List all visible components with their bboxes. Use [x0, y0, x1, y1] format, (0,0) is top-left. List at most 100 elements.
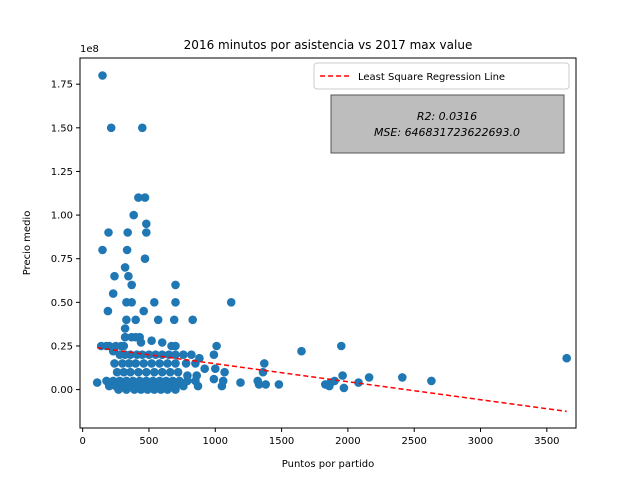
- y-axis-ticks: 0.00 0.25 0.50 0.75 1.00 1.25 1.50 1.75: [51, 80, 80, 396]
- scatter-point: [127, 280, 136, 290]
- scatter-point: [122, 385, 131, 394]
- scatter-point: [103, 306, 113, 316]
- scatter-point: [92, 378, 102, 387]
- scatter-point: [171, 298, 180, 307]
- scatter-point: [164, 350, 174, 360]
- scatter-point: [104, 381, 114, 391]
- scatter-point: [188, 315, 197, 325]
- x-tick-label: 3000: [468, 436, 493, 447]
- scatter-point: [138, 123, 147, 133]
- x-tick-label: 0: [79, 436, 85, 447]
- scatter-point: [124, 359, 134, 368]
- scatter-point: [120, 263, 130, 272]
- scatter-point: [147, 336, 156, 346]
- scatter-point: [119, 341, 129, 351]
- scatter-point: [157, 367, 167, 377]
- scatter-point: [104, 228, 113, 237]
- scatter-point: [142, 219, 151, 229]
- scatter-point: [124, 271, 133, 281]
- scatter-point: [139, 359, 148, 368]
- mse-text: MSE: 646831723622693.0: [374, 126, 520, 139]
- legend: Least Square Regression Line: [313, 62, 570, 90]
- scatter-point: [140, 193, 150, 202]
- scatter-point: [156, 385, 166, 394]
- scatter-point: [339, 383, 349, 393]
- legend-label: Least Square Regression Line: [358, 72, 505, 83]
- scatter-point: [122, 315, 131, 325]
- scatter-point: [171, 280, 180, 290]
- scatter-point: [165, 367, 175, 377]
- scatter-point: [260, 359, 269, 368]
- scatter-point: [110, 271, 119, 281]
- scatter-point: [179, 350, 188, 360]
- scatter-point: [114, 385, 123, 394]
- scatter-point: [212, 341, 221, 351]
- y-tick-label: 0.50: [51, 298, 73, 309]
- scatter-point: [254, 380, 264, 389]
- y-offset-label: 1e8: [80, 44, 99, 55]
- x-tick-label: 500: [139, 436, 158, 447]
- scatter-point: [98, 245, 107, 255]
- scatter-point: [171, 385, 180, 394]
- scatter-point: [338, 371, 347, 380]
- scatter-point: [209, 374, 219, 384]
- x-axis-label: Puntos por partido: [282, 459, 374, 470]
- scatter-point: [134, 367, 143, 377]
- scatter-point: [134, 193, 143, 202]
- scatter-point: [119, 367, 129, 377]
- scatter-point: [122, 245, 132, 255]
- x-tick-label: 2000: [335, 436, 360, 447]
- scatter-point: [398, 373, 407, 382]
- regression-line-group: [97, 346, 567, 413]
- scatter-point: [126, 367, 135, 377]
- scatter-point: [330, 376, 339, 386]
- scatter-point: [171, 341, 180, 351]
- y-tick-label: 0.25: [51, 341, 73, 352]
- scatter-point: [106, 123, 116, 133]
- scatter-point: [226, 298, 236, 307]
- scatter-point: [129, 210, 138, 220]
- scatter-point: [98, 71, 107, 80]
- scatter-point: [193, 381, 203, 391]
- y-tick-label: 0.75: [51, 254, 73, 265]
- scatter-point: [123, 228, 132, 237]
- r2-text: R2: 0.0316: [417, 110, 477, 123]
- scatter-point: [143, 385, 152, 394]
- stats-box: [330, 94, 565, 154]
- scatter-point: [169, 315, 179, 325]
- regression-line: [97, 346, 567, 413]
- y-tick-label: 0.00: [51, 385, 73, 396]
- y-axis-label: Precio medio: [22, 211, 33, 276]
- scatter-point: [108, 346, 118, 356]
- scatter-point: [136, 338, 146, 347]
- scatter-point: [150, 298, 159, 307]
- scatter-point: [427, 376, 436, 386]
- scatter-point: [112, 367, 122, 377]
- chart-title: 2016 minutos por asistencia vs 2017 max …: [184, 38, 473, 52]
- scatter-point: [220, 367, 229, 377]
- y-tick-label: 1.50: [51, 123, 73, 134]
- scatter-point: [138, 350, 147, 360]
- scatter-point: [150, 385, 159, 394]
- scatter-point: [140, 254, 150, 263]
- scatter-point: [108, 289, 118, 298]
- scatter-point: [110, 359, 119, 368]
- scatter-point: [150, 367, 159, 377]
- scatter-point: [217, 381, 227, 391]
- x-tick-label: 1000: [203, 436, 228, 447]
- scatter-points: [92, 71, 571, 394]
- scatter-point: [127, 298, 136, 307]
- scatter-point: [187, 350, 196, 360]
- y-tick-label: 1.25: [51, 167, 73, 178]
- scatter-point: [136, 385, 146, 394]
- scatter-point: [131, 359, 140, 368]
- scatter-point: [163, 359, 172, 368]
- scatter-point: [163, 385, 172, 394]
- scatter-point: [118, 359, 127, 368]
- scatter-point: [157, 338, 167, 347]
- x-tick-label: 1500: [269, 436, 294, 447]
- scatter-point: [261, 380, 271, 389]
- scatter-point: [364, 373, 374, 382]
- scatter-point: [120, 332, 130, 342]
- scatter-point: [120, 324, 130, 333]
